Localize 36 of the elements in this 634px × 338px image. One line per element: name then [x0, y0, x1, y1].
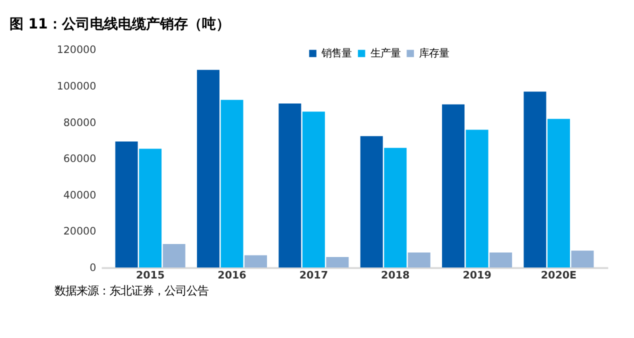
- bar: [524, 92, 546, 268]
- bar: [244, 255, 268, 268]
- bar: [278, 103, 302, 268]
- bar: [162, 244, 186, 268]
- bar: [408, 252, 430, 268]
- bar: [139, 148, 162, 268]
- y-tick-label: 0: [90, 262, 96, 274]
- bar: [490, 252, 512, 268]
- legend-label: 库存量: [419, 47, 450, 60]
- bar: [360, 136, 383, 268]
- chart-title: 图 11：公司电线电缆产销存（吨）: [9, 15, 230, 32]
- source-note: 数据来源：东北证券，公司公告: [54, 284, 208, 298]
- y-tick-label: 20000: [63, 226, 96, 238]
- legend-label: 销售量: [320, 47, 352, 60]
- x-tick-label: 2019: [462, 269, 492, 282]
- x-tick-label: 2016: [218, 269, 246, 282]
- bar: [220, 100, 244, 268]
- bar: [196, 70, 220, 268]
- x-tick-label: 2017: [299, 269, 328, 282]
- legend-label: 生产量: [370, 47, 400, 60]
- bar: [466, 130, 488, 268]
- bar: [442, 104, 465, 268]
- bar: [302, 112, 325, 268]
- y-tick-label: 100000: [56, 80, 96, 93]
- y-tick-label: 60000: [63, 153, 96, 166]
- bar: [547, 118, 570, 268]
- bar: [115, 142, 138, 268]
- x-tick-label: 2018: [381, 269, 410, 282]
- y-tick-label: 80000: [63, 116, 96, 129]
- bar: [326, 257, 349, 268]
- x-tick-label: 2015: [136, 269, 165, 282]
- y-tick-label: 120000: [56, 44, 96, 56]
- bar: [384, 148, 407, 268]
- y-tick-label: 40000: [63, 189, 96, 202]
- bar: [571, 250, 594, 268]
- x-tick-label: 2020E: [540, 269, 577, 282]
